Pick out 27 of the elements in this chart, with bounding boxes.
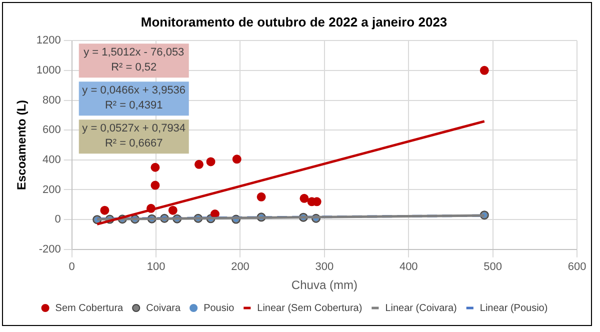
y-tick-label: 600 [42,124,61,136]
y-tick-label: 0 [54,214,61,226]
chart-title: Monitoramento de outubro de 2022 a janeiro 2023 [140,14,448,30]
y-tick-label: 800 [42,94,61,106]
x-tick-label: 600 [568,261,586,274]
x-tick-label: 100 [146,261,166,274]
y-tick-label: -200 [38,243,61,256]
y-tick-label: 200 [42,184,61,196]
x-tick-label: 300 [315,261,334,274]
y-axis-title: Escoamento (L) [14,100,29,190]
y-tick-label: 1200 [36,34,61,47]
legend-label: Linear (Sem Cobertura) [257,302,362,314]
legend-label: Coivara [146,302,182,314]
annotation: y = 0,0466x + 3,9536 R² = 0,4391 [82,84,186,112]
y-tick-label: 400 [42,154,61,166]
legend-label: Linear (Pousio) [480,302,548,314]
legend-label: Pousio [204,302,235,314]
x-tick-label: 200 [231,261,250,274]
annotation: y = 0,0527x + 0,7934 R² = 0,6667 [82,122,186,150]
x-tick-label: 400 [399,261,418,274]
legend-label: Linear (Coivara) [385,302,457,314]
x-tick-label: 0 [68,261,75,274]
annotation: y = 1,5012x - 76,053 R² = 0,52 [84,46,184,74]
legend-label: Sem Cobertura [55,302,124,314]
x-tick-label: 500 [484,261,502,274]
x-axis-title: Chuva (mm) [291,278,358,292]
y-tick-label: 1000 [36,64,61,76]
